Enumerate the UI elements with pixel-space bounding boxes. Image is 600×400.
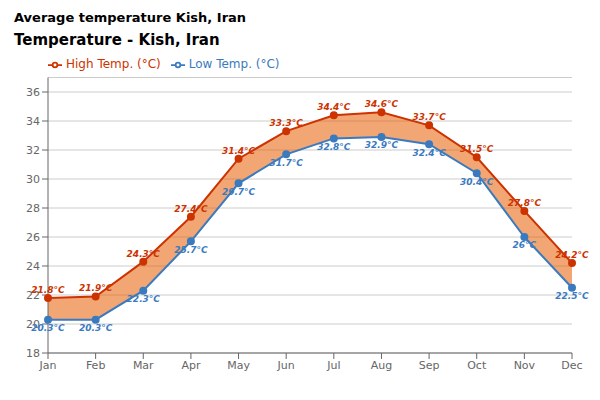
svg-text:32: 32 <box>26 144 40 157</box>
svg-text:20.3°C: 20.3°C <box>31 323 65 333</box>
svg-text:24.2°C: 24.2°C <box>555 250 589 260</box>
html-text:Average temperature Kish, Iran: Average temperature Kish, Iran <box>14 10 247 25</box>
svg-text:18: 18 <box>26 347 40 360</box>
html-text:Low Temp. (°C): Low Temp. (°C) <box>188 57 280 71</box>
svg-text:31.7°C: 31.7°C <box>270 158 304 168</box>
svg-text:22: 22 <box>26 288 40 302</box>
svg-text:20.3°C: 20.3°C <box>79 323 113 333</box>
svg-text:22.3°C: 22.3°C <box>127 294 161 304</box>
svg-text:29.7°C: 29.7°C <box>222 187 256 197</box>
svg-text:30: 30 <box>26 173 40 186</box>
svg-text:Dec: Dec <box>561 359 582 372</box>
svg-text:Feb: Feb <box>86 359 105 372</box>
svg-text:34: 34 <box>26 115 40 128</box>
svg-text:22.5°C: 22.5°C <box>555 291 589 301</box>
svg-text:34.4°C: 34.4°C <box>317 102 351 112</box>
svg-text:24.3°C: 24.3°C <box>127 249 161 259</box>
svg-text:33.3°C: 33.3°C <box>270 118 304 128</box>
svg-text:27.8°C: 27.8°C <box>508 198 542 208</box>
svg-text:Oct: Oct <box>467 359 487 372</box>
svg-text:33.7°C: 33.7°C <box>412 112 446 122</box>
svg-text:36: 36 <box>26 86 40 99</box>
svg-text:31.4°C: 31.4°C <box>222 146 256 156</box>
html-text:High Temp. (°C): High Temp. (°C) <box>66 57 161 71</box>
svg-text:30.4°C: 30.4°C <box>460 177 494 187</box>
html-text:Temperature - Kish, Iran: Temperature - Kish, Iran <box>14 31 220 49</box>
svg-text:32.8°C: 32.8°C <box>317 142 351 152</box>
svg-text:32.4°C: 32.4°C <box>412 148 446 158</box>
svg-text:26°C: 26°C <box>513 240 537 250</box>
svg-text:Jun: Jun <box>277 359 295 372</box>
svg-text:24: 24 <box>26 260 40 273</box>
svg-text:Jul: Jul <box>326 359 340 372</box>
svg-text:Mar: Mar <box>133 359 154 372</box>
svg-text:Apr: Apr <box>181 359 201 372</box>
svg-text:Nov: Nov <box>514 359 536 372</box>
svg-text:Sep: Sep <box>419 359 440 372</box>
svg-text:Aug: Aug <box>371 359 392 372</box>
svg-text:Jan: Jan <box>39 359 57 372</box>
svg-text:27.4°C: 27.4°C <box>174 204 208 214</box>
svg-text:34.6°C: 34.6°C <box>365 99 399 109</box>
svg-text:21.8°C: 21.8°C <box>31 285 65 295</box>
svg-text:28: 28 <box>26 202 40 215</box>
svg-text:25.7°C: 25.7°C <box>174 245 208 255</box>
svg-text:21.9°C: 21.9°C <box>79 283 113 293</box>
svg-text:May: May <box>227 359 250 372</box>
svg-text:31.5°C: 31.5°C <box>460 144 494 154</box>
svg-text:32.9°C: 32.9°C <box>365 140 399 150</box>
svg-text:26: 26 <box>26 231 40 244</box>
